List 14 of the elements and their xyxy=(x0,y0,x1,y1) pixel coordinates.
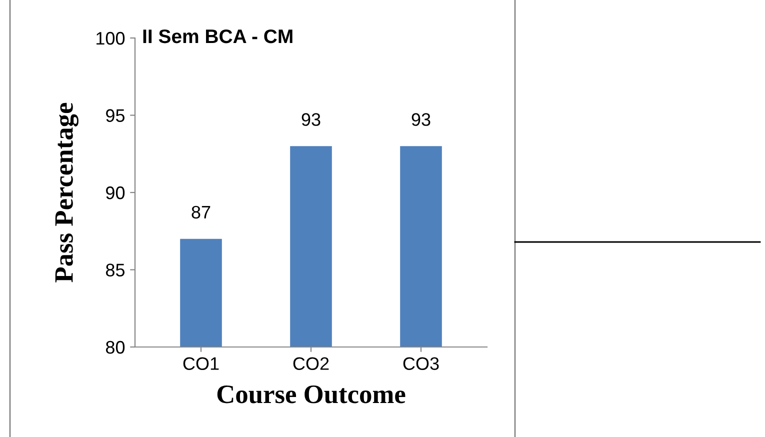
x-axis-title: Course Outcome xyxy=(217,386,406,404)
x-tick-label: CO2 xyxy=(293,357,329,370)
y-axis-title: Pass Percentage xyxy=(55,102,78,282)
y-tick-label: 80 xyxy=(106,340,125,354)
data-label: 87 xyxy=(192,206,210,219)
y-tick-label: 85 xyxy=(106,264,125,276)
x-tick-label: CO1 xyxy=(183,357,219,370)
y-tick-label: 100 xyxy=(96,32,125,45)
chart-title: II Sem BCA - CM xyxy=(143,29,292,44)
y-tick-label: 90 xyxy=(106,186,125,200)
data-label: 93 xyxy=(302,113,320,126)
x-tick-label: CO3 xyxy=(403,357,439,370)
data-label: 93 xyxy=(412,113,430,126)
y-tick-label: 95 xyxy=(106,109,125,122)
